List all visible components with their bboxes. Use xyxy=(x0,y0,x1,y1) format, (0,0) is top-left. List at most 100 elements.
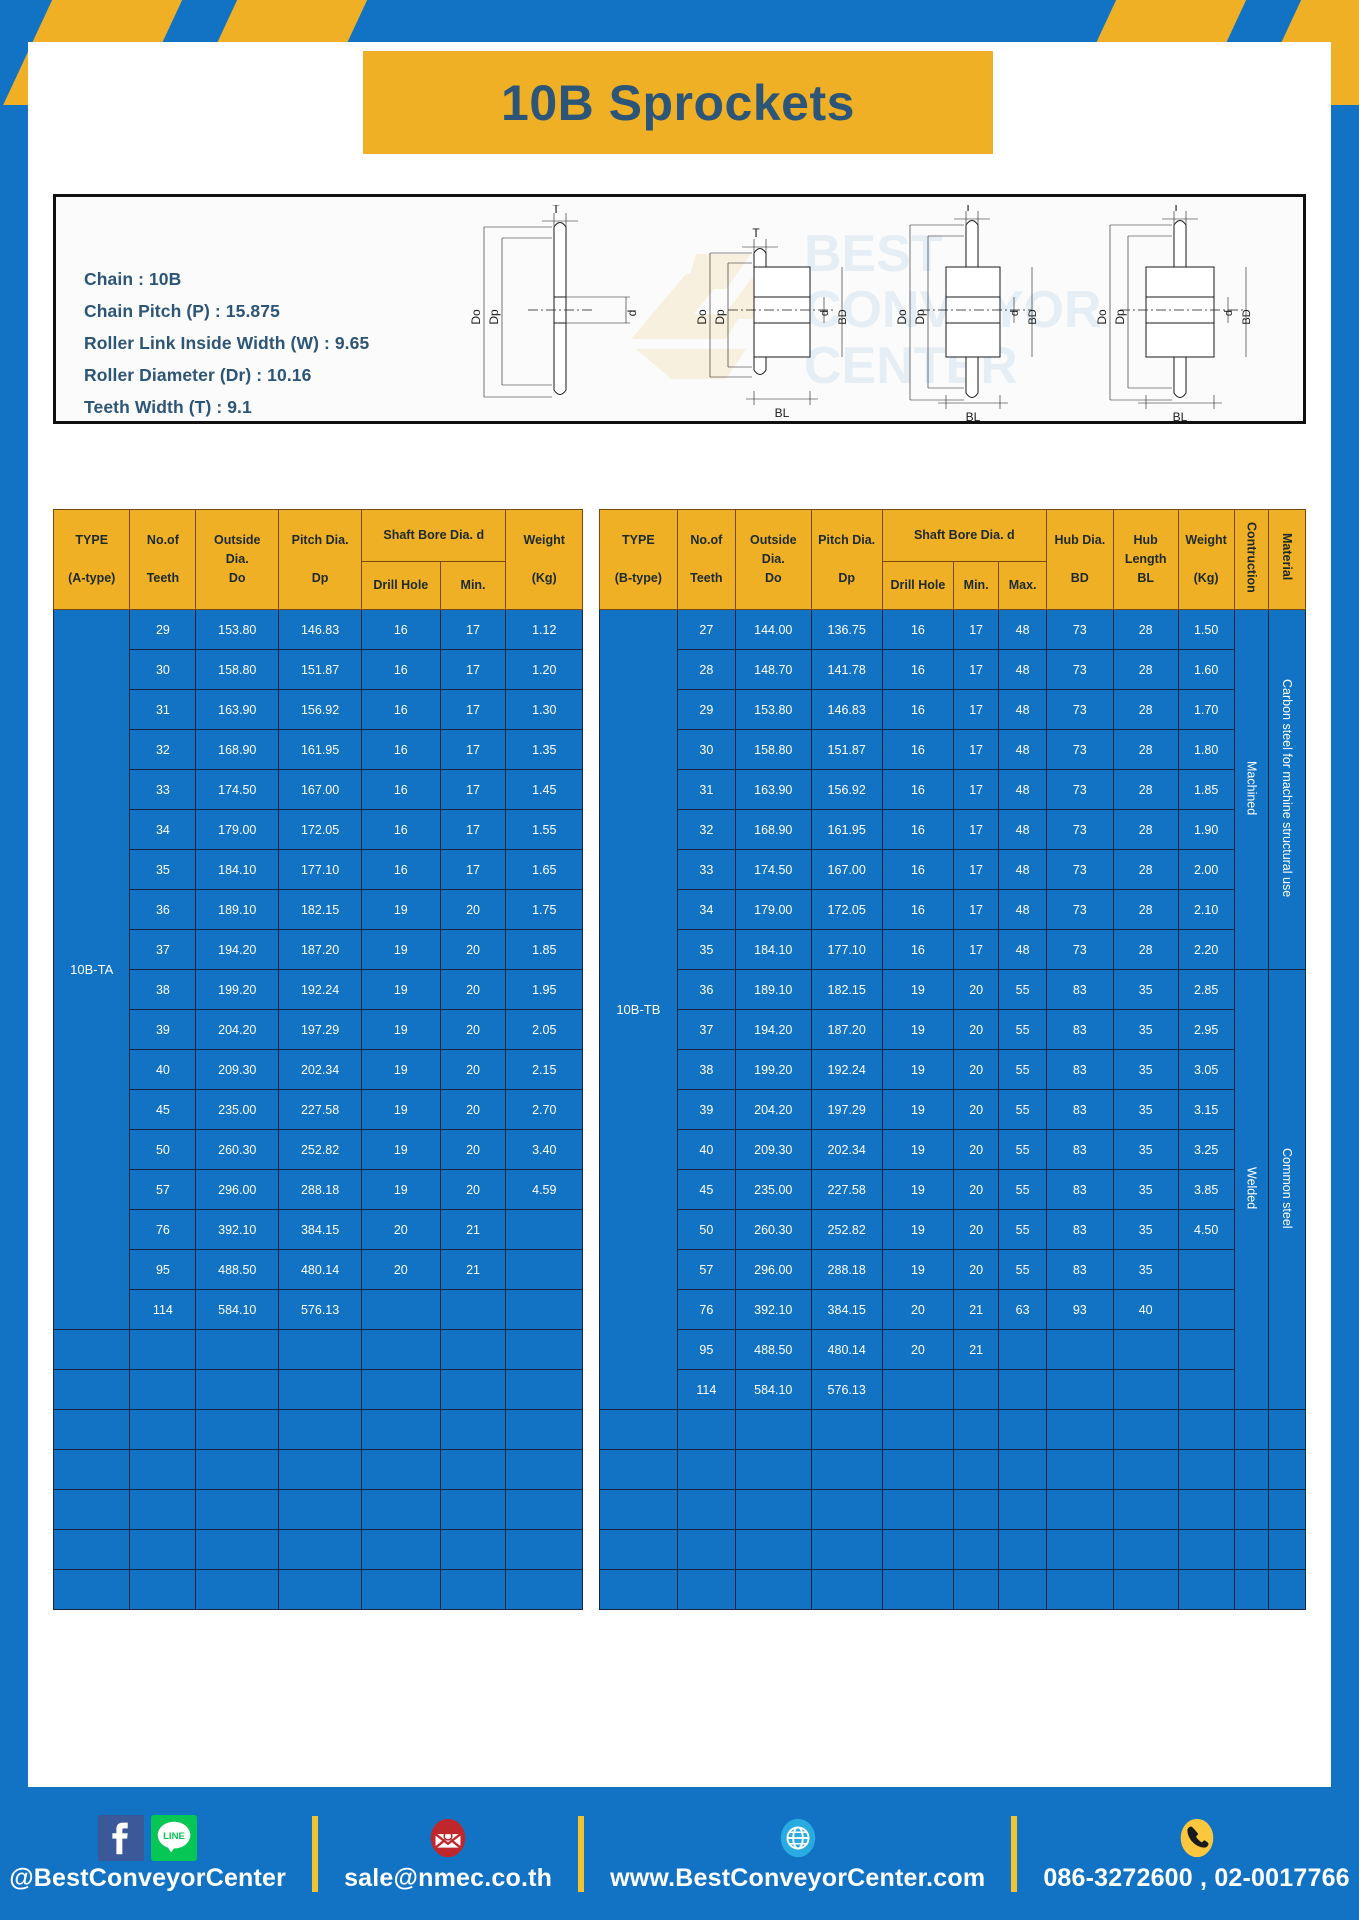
table-cell: 83 xyxy=(1045,1209,1114,1250)
table-cell: 19 xyxy=(881,1089,955,1130)
phone-numbers[interactable]: 086-3272600 , 02-0017766 xyxy=(1043,1863,1350,1892)
line-icon[interactable]: LINE xyxy=(151,1814,198,1861)
table-cell: 35 xyxy=(1112,1009,1179,1050)
table-cell: 48 xyxy=(998,809,1047,850)
th-b-min: Min. xyxy=(953,561,1000,610)
table-cell: 95 xyxy=(676,1329,737,1370)
table-cell: 21 xyxy=(953,1289,1000,1330)
table-cell: 73 xyxy=(1045,889,1114,930)
table-cell xyxy=(505,1249,583,1290)
table-cell: 252.82 xyxy=(810,1209,883,1250)
table-cell: 179.00 xyxy=(195,809,280,850)
social-icons: LINE xyxy=(98,1814,198,1861)
table-cell-empty xyxy=(505,1409,583,1450)
footer-website[interactable]: www.BestConveyorCenter.com xyxy=(610,1815,985,1893)
email-address[interactable]: sale@nmec.co.th xyxy=(344,1863,553,1892)
table-cell: 16 xyxy=(881,929,955,970)
table-cell: 28 xyxy=(1112,649,1179,690)
table-cell-empty xyxy=(1233,1409,1270,1450)
table-cell-empty xyxy=(505,1329,583,1370)
table-row: 45 235.00 227.58 19 20 2.70 xyxy=(54,1089,583,1130)
table-cell: 34 xyxy=(129,809,197,850)
table-cell: 17 xyxy=(439,729,507,770)
table-cell: 189.10 xyxy=(195,889,280,930)
table-cell: 27 xyxy=(676,609,737,650)
table-cell-empty xyxy=(1112,1489,1179,1530)
table-cell-empty xyxy=(735,1569,812,1610)
table-cell: 33 xyxy=(676,849,737,890)
table-cell-empty xyxy=(998,1449,1047,1490)
table-cell xyxy=(1177,1369,1235,1410)
website-url[interactable]: www.BestConveyorCenter.com xyxy=(610,1863,986,1892)
table-cell-empty xyxy=(1112,1569,1179,1610)
table-cell: 288.18 xyxy=(810,1249,883,1290)
table-cell: 2.20 xyxy=(1177,929,1235,970)
footer-phone[interactable]: 086-3272600 , 02-0017766 xyxy=(1043,1815,1350,1893)
table-cell-empty xyxy=(810,1529,883,1570)
table-cell: 19 xyxy=(881,1049,955,1090)
table-cell: 28 xyxy=(1112,809,1179,850)
globe-icon[interactable] xyxy=(775,1815,821,1861)
svg-text:d: d xyxy=(1223,310,1235,316)
table-cell-empty xyxy=(195,1489,280,1530)
table-cell: 19 xyxy=(361,929,441,970)
table-cell-empty xyxy=(1177,1569,1235,1610)
table-cell: 153.80 xyxy=(195,609,280,650)
footer-social[interactable]: LINE @BestConveyorCenter xyxy=(9,1814,287,1893)
svg-text:BL: BL xyxy=(966,410,981,424)
table-row: 28 148.70 141.78 16 17 48 73 28 1.60 xyxy=(600,649,1306,690)
email-icon[interactable] xyxy=(425,1815,471,1861)
phone-icon[interactable] xyxy=(1174,1815,1220,1861)
table-cell: 235.00 xyxy=(195,1089,280,1130)
drawing-b-type-machined: T Do Dp d BD BL xyxy=(695,226,849,420)
table-cell: 252.82 xyxy=(278,1129,363,1170)
th-b-hub-dia: Hub Dia. BD xyxy=(1045,509,1114,610)
table-cell: 73 xyxy=(1045,809,1114,850)
table-cell: 16 xyxy=(881,689,955,730)
table-cell: 1.35 xyxy=(505,729,583,770)
table-cell-empty xyxy=(1177,1449,1235,1490)
table-cell: 30 xyxy=(676,729,737,770)
table-cell: 392.10 xyxy=(735,1289,812,1330)
th-b-outside-dia: Outside Dia. Do xyxy=(735,509,812,610)
table-cell: 35 xyxy=(1112,969,1179,1010)
table-cell: 20 xyxy=(361,1209,441,1250)
table-cell: 83 xyxy=(1045,969,1114,1010)
table-cell-empty xyxy=(1045,1529,1114,1570)
table-cell-empty xyxy=(1268,1409,1306,1450)
footer-email[interactable]: sale@nmec.co.th xyxy=(344,1815,552,1893)
table-cell-empty xyxy=(735,1489,812,1530)
table-cell: 156.92 xyxy=(278,689,363,730)
table-cell: 153.80 xyxy=(735,689,812,730)
table-cell: 83 xyxy=(1045,1129,1114,1170)
table-cell: 1.95 xyxy=(505,969,583,1010)
table-cell: 16 xyxy=(881,809,955,850)
table-cell: 20 xyxy=(361,1249,441,1290)
table-cell xyxy=(998,1329,1047,1370)
table-row: 34 179.00 172.05 16 17 48 73 28 2.10 xyxy=(600,889,1306,930)
table-cell: 35 xyxy=(1112,1249,1179,1290)
table-cell: 20 xyxy=(439,889,507,930)
table-cell: 260.30 xyxy=(195,1129,280,1170)
table-cell: 202.34 xyxy=(810,1129,883,1170)
table-cell xyxy=(505,1209,583,1250)
table-cell: 19 xyxy=(361,1049,441,1090)
table-cell: 17 xyxy=(953,849,1000,890)
table-cell: 174.50 xyxy=(735,849,812,890)
table-cell: 384.15 xyxy=(278,1209,363,1250)
facebook-icon[interactable] xyxy=(98,1814,145,1861)
table-cell xyxy=(1112,1369,1179,1410)
table-row: 35 184.10 177.10 16 17 48 73 28 2.20 xyxy=(600,929,1306,970)
table-cell-empty xyxy=(953,1569,1000,1610)
table-cell-empty xyxy=(439,1529,507,1570)
table-cell-empty xyxy=(505,1489,583,1530)
facebook-handle[interactable]: @BestConveyorCenter xyxy=(9,1863,287,1892)
svg-text:T: T xyxy=(552,205,560,216)
svg-text:BD: BD xyxy=(837,309,849,324)
table-cell: 296.00 xyxy=(735,1249,812,1290)
table-row: 39 204.20 197.29 19 20 55 83 35 3.15 xyxy=(600,1089,1306,1130)
table-cell: 73 xyxy=(1045,769,1114,810)
svg-text:Do: Do xyxy=(895,309,909,325)
table-cell: 182.15 xyxy=(278,889,363,930)
table-cell: 2.10 xyxy=(1177,889,1235,930)
